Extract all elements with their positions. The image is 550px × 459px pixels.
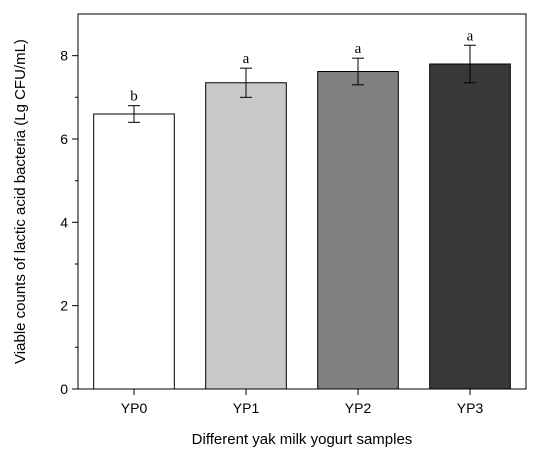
bars-layer bbox=[93, 63, 511, 390]
error-bar-yp2 bbox=[352, 57, 364, 86]
y-axis-title: Viable counts of lactic acid bacteria (L… bbox=[12, 39, 29, 364]
error-bars-layer bbox=[128, 44, 476, 123]
x-tick-label-yp3: YP3 bbox=[457, 400, 484, 416]
significance-label-yp3: a bbox=[467, 28, 474, 44]
y-tick-label-2: 2 bbox=[60, 298, 68, 314]
error-bar-yp3 bbox=[464, 44, 476, 84]
x-tick-label-yp2: YP2 bbox=[345, 400, 372, 416]
y-tick-label-4: 4 bbox=[60, 214, 68, 230]
x-tick-label-yp0: YP0 bbox=[121, 400, 148, 416]
y-tick-label-8: 8 bbox=[60, 48, 68, 64]
significance-labels-layer: b a a a bbox=[130, 28, 473, 104]
error-bar-yp0 bbox=[128, 105, 140, 123]
bar-yp1 bbox=[205, 82, 287, 390]
x-axis: YP0 YP1 YP2 YP3 bbox=[121, 389, 484, 416]
plot-frame bbox=[77, 13, 527, 390]
bar-yp3 bbox=[429, 63, 511, 390]
bar-yp2 bbox=[317, 71, 399, 390]
error-bar-yp1 bbox=[240, 67, 252, 98]
bar-yp0 bbox=[93, 113, 175, 390]
x-tick-label-yp1: YP1 bbox=[233, 400, 260, 416]
x-axis-title: Different yak milk yogurt samples bbox=[192, 431, 413, 448]
y-axis: 0 2 4 6 8 bbox=[60, 48, 78, 397]
y-tick-label-6: 6 bbox=[60, 131, 68, 147]
significance-label-yp2: a bbox=[355, 41, 362, 57]
y-tick-label-0: 0 bbox=[60, 381, 68, 397]
significance-label-yp0: b bbox=[130, 89, 138, 105]
significance-label-yp1: a bbox=[243, 51, 250, 67]
